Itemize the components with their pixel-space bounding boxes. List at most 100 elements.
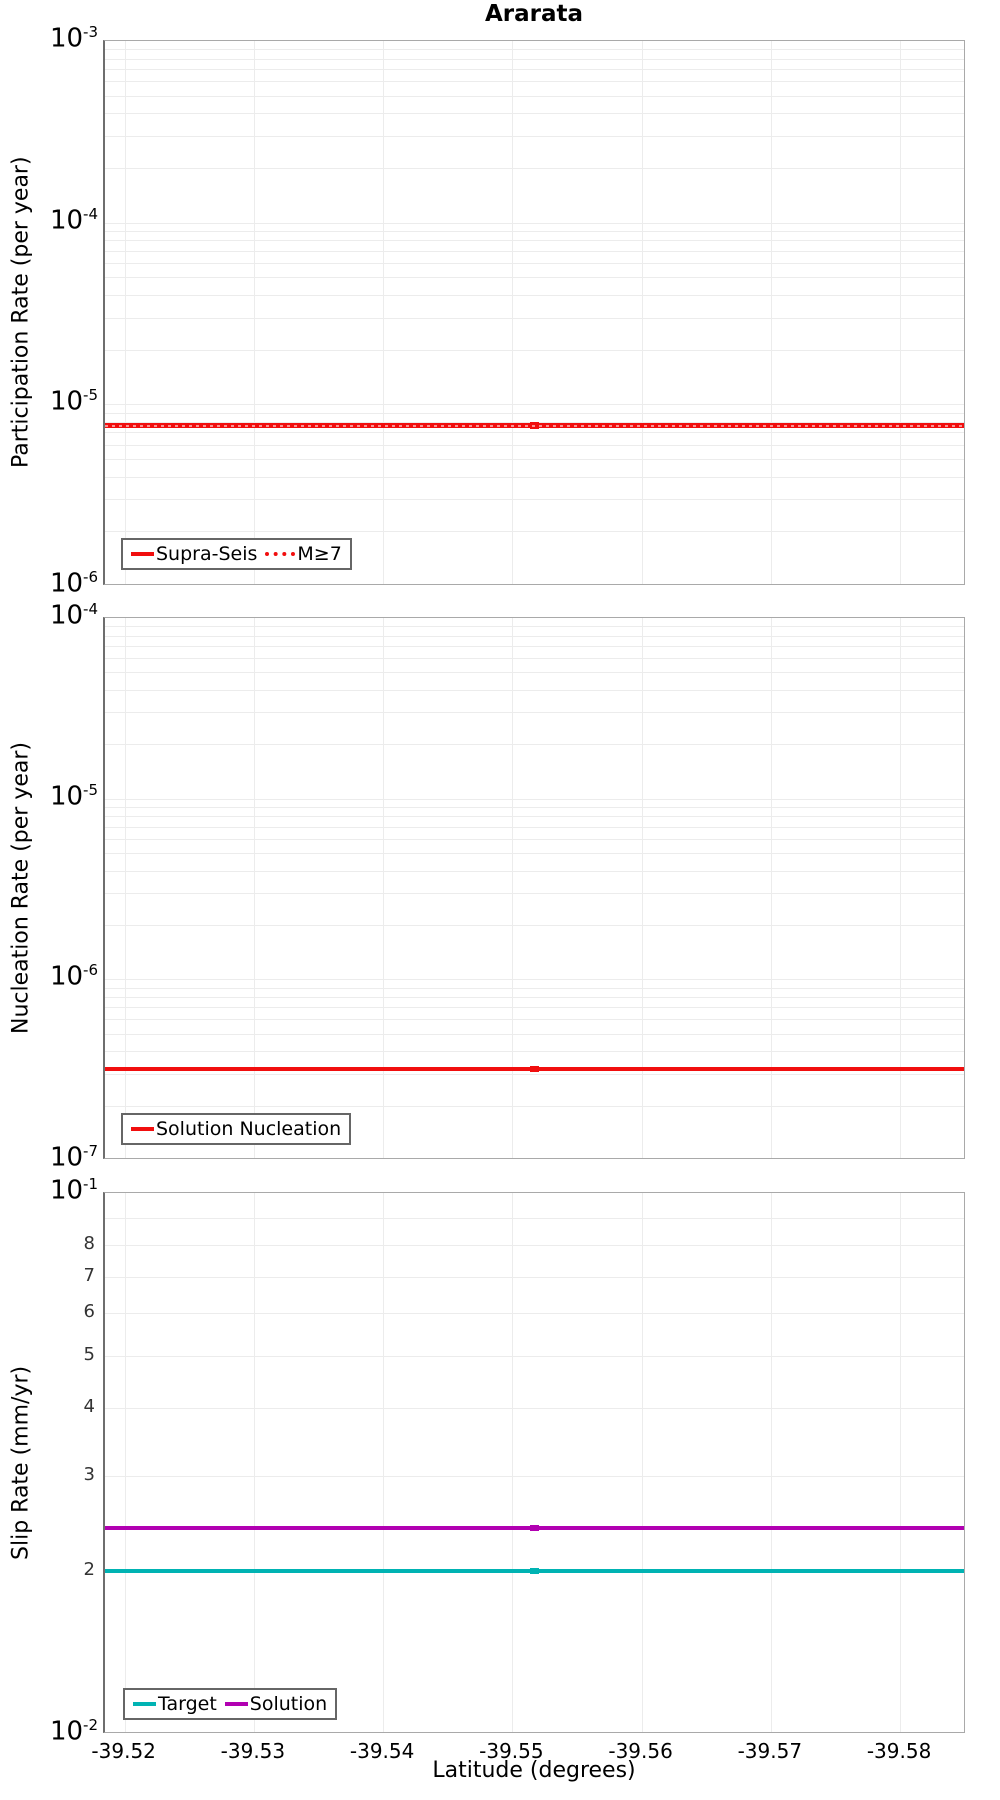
y-tick-label: 10-3 <box>49 23 98 54</box>
gridline-horizontal <box>105 49 964 51</box>
panel-participation-rate <box>103 40 965 585</box>
legend-item: Target <box>133 1693 217 1715</box>
gridline-horizontal <box>105 135 964 137</box>
legend-slip-rate: Target Solution <box>123 1688 338 1720</box>
gridline-horizontal <box>105 167 964 169</box>
legend-item: M≥7 <box>265 543 342 565</box>
data-point-marker <box>530 1568 540 1575</box>
panel-slip-rate <box>103 1192 965 1733</box>
gridline-horizontal <box>105 58 964 60</box>
y-tick-label: 10-5 <box>49 780 98 812</box>
panel-nucleation-rate <box>103 617 965 1159</box>
gridline-horizontal <box>105 95 964 97</box>
gridline-horizontal <box>105 853 964 855</box>
gridline-horizontal <box>105 349 964 351</box>
gridline-vertical <box>512 41 514 584</box>
gridline-horizontal <box>105 412 964 414</box>
gridline-horizontal <box>105 924 964 926</box>
gridline-horizontal <box>105 404 964 406</box>
gridline-horizontal <box>105 1408 964 1410</box>
gridline-horizontal <box>105 658 964 660</box>
gridline-horizontal <box>105 81 964 83</box>
gridline-horizontal <box>105 1051 964 1053</box>
x-tick-label: -39.54 <box>349 1739 415 1763</box>
x-tick-label: -39.57 <box>737 1739 803 1763</box>
gridline-horizontal <box>105 1245 964 1247</box>
gridline-horizontal <box>105 635 964 637</box>
gridline-horizontal <box>105 806 964 808</box>
x-tick-label: -39.52 <box>91 1739 156 1763</box>
gridline-horizontal <box>105 1217 964 1219</box>
gridline-vertical <box>253 41 255 584</box>
legend-participation-rate: Supra-Seis M≥7 <box>121 538 352 570</box>
gridline-horizontal <box>105 996 964 998</box>
gridline-horizontal <box>105 798 964 800</box>
y-tick-label: 10-7 <box>49 1142 98 1173</box>
gridline-horizontal <box>105 250 964 252</box>
y-axis-title-nucleation: Nucleation Rate (per year) <box>8 742 34 1034</box>
gridline-horizontal <box>105 689 964 691</box>
y-minor-tick-label: 8 <box>83 1233 95 1255</box>
gridline-horizontal <box>105 744 964 746</box>
gridline-horizontal <box>105 240 964 242</box>
legend-item: Solution Nucleation <box>131 1118 341 1140</box>
y-tick-label: 10-4 <box>49 600 98 631</box>
y-tick-label: 10-4 <box>49 204 98 236</box>
gridline-vertical <box>124 618 126 1158</box>
y-tick-label: 10-6 <box>49 568 98 599</box>
gridline-vertical <box>770 1193 772 1732</box>
legend-swatch-target <box>133 1702 156 1706</box>
gridline-vertical <box>641 41 643 584</box>
gridline-horizontal <box>105 444 964 446</box>
gridline-horizontal <box>105 294 964 296</box>
gridline-vertical <box>253 1193 255 1732</box>
x-tick-label: -39.56 <box>608 1739 673 1763</box>
x-tick-label: -39.58 <box>866 1739 932 1763</box>
gridline-vertical <box>641 618 643 1158</box>
legend-item: Supra-Seis <box>131 543 257 565</box>
x-tick-label: -39.53 <box>220 1739 286 1763</box>
x-axis-title: Latitude (degrees) <box>432 1758 636 1783</box>
gridline-horizontal <box>105 987 964 989</box>
y-tick-label: 10-1 <box>49 1175 98 1206</box>
gridline-horizontal <box>105 1007 964 1009</box>
gridline-vertical <box>512 618 514 1158</box>
y-axis-title-slip: Slip Rate (mm/yr) <box>8 1365 34 1560</box>
gridline-horizontal <box>105 1475 964 1477</box>
gridline-horizontal <box>105 870 964 872</box>
gridline-horizontal <box>105 113 964 115</box>
gridline-horizontal <box>105 893 964 895</box>
gridline-vertical <box>512 1193 514 1732</box>
gridline-horizontal <box>105 499 964 501</box>
y-minor-tick-label: 5 <box>83 1343 95 1365</box>
gridline-vertical <box>770 41 772 584</box>
legend-label: M≥7 <box>297 543 342 565</box>
legend-label: Solution <box>249 1693 328 1715</box>
gridline-horizontal <box>105 816 964 818</box>
y-minor-tick-label: 2 <box>83 1559 95 1581</box>
gridline-vertical <box>900 1193 902 1732</box>
gridline-horizontal <box>105 1033 964 1035</box>
gridline-horizontal <box>105 1073 964 1075</box>
gridline-vertical <box>900 618 902 1158</box>
legend-label: Solution Nucleation <box>156 1118 342 1140</box>
gridline-horizontal <box>105 826 964 828</box>
legend-nucleation-rate: Solution Nucleation <box>121 1113 352 1145</box>
gridline-vertical <box>383 41 385 584</box>
gridline-vertical <box>383 1193 385 1732</box>
gridline-horizontal <box>105 230 964 232</box>
y-tick-label: 10-5 <box>49 386 98 417</box>
gridline-horizontal <box>105 277 964 279</box>
legend-swatch-supra-seis <box>131 552 154 556</box>
y-axis-title-participation: Participation Rate (per year) <box>8 156 34 469</box>
y-minor-tick-label: 7 <box>83 1264 95 1286</box>
gridline-horizontal <box>105 459 964 461</box>
gridline-horizontal <box>105 1276 964 1278</box>
gridline-vertical <box>770 618 772 1158</box>
legend-item: Solution <box>224 1693 328 1715</box>
gridline-horizontal <box>105 672 964 674</box>
gridline-vertical <box>253 618 255 1158</box>
data-point-marker <box>530 1065 540 1072</box>
gridline-vertical <box>641 1193 643 1732</box>
